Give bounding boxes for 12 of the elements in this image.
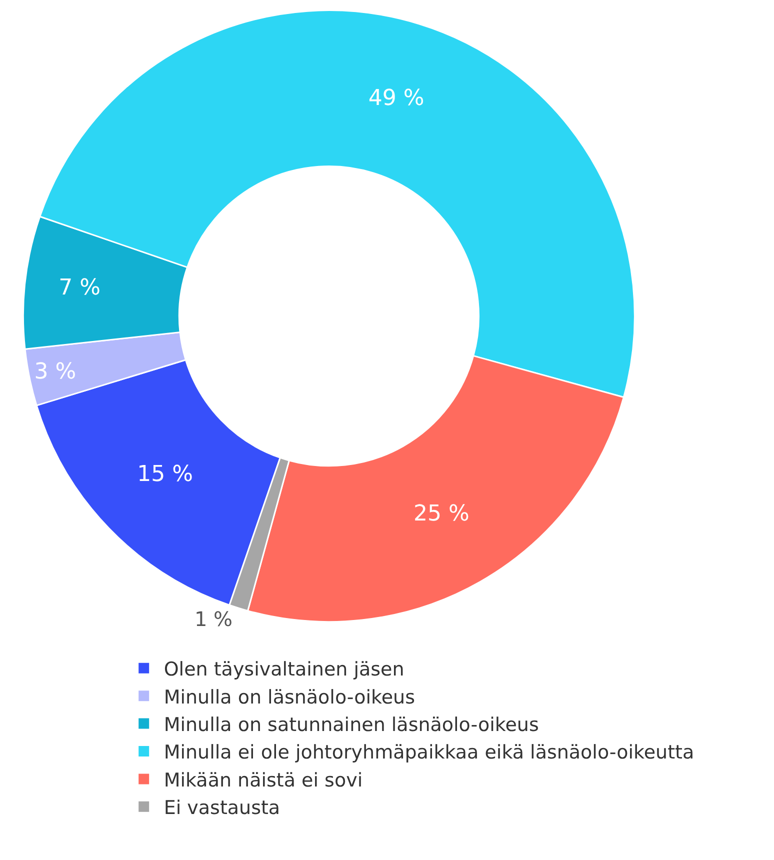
data-label: 15 % [137,462,194,487]
data-label: 3 % [34,360,76,385]
data-label: 49 % [368,86,424,111]
legend-label: Mikään näistä ei sovi [164,769,363,792]
legend-label: Minulla on läsnäolo-oikeus [164,686,415,708]
legend-label: Minulla on satunnainen läsnäolo-oikeus [164,714,539,736]
data-label: 25 % [414,502,470,527]
legend-label: Olen täysivaltainen jäsen [164,658,404,681]
data-label: 7 % [58,276,100,301]
legend-label: Ei vastausta [164,797,280,820]
legend-label: Minulla ei ole johtoryhmäpaikkaa eikä läsnäolo-oikeutta [164,742,694,764]
data-label: 1 % [194,607,233,632]
